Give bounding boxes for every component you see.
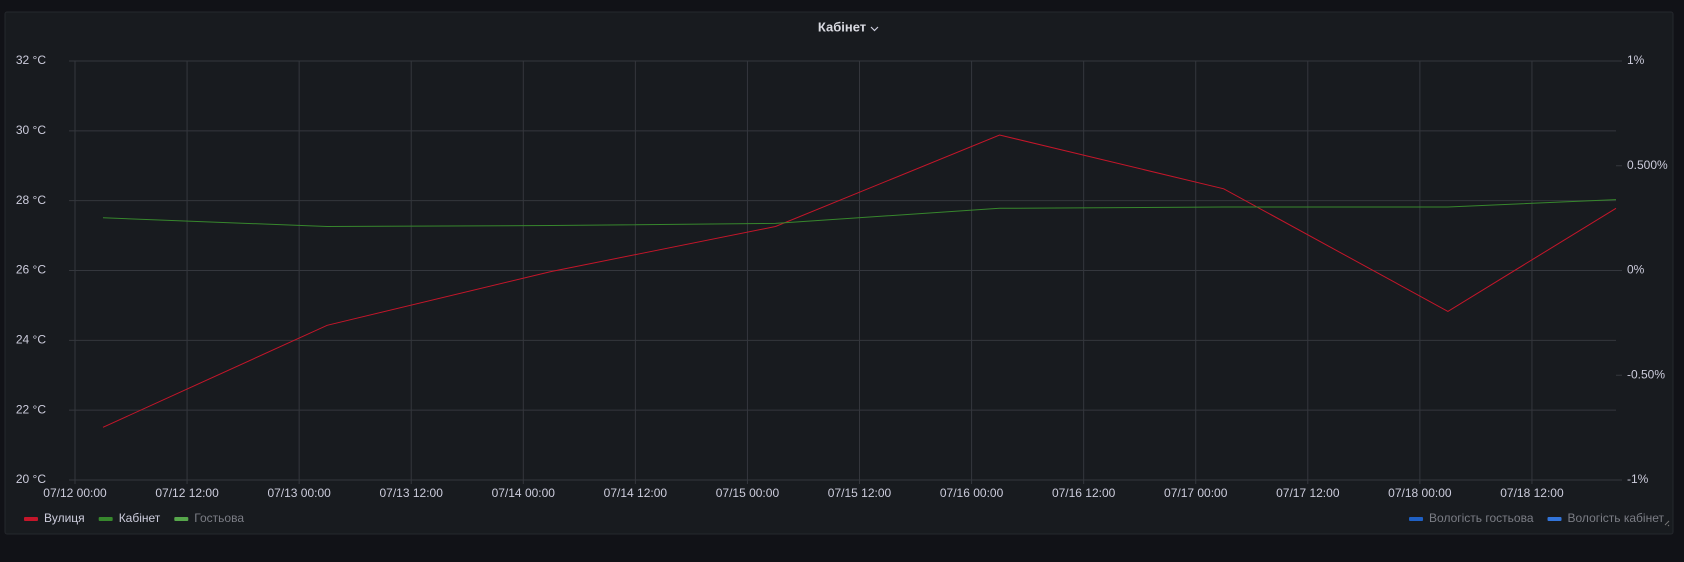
x-tick-label: 07/15 00:00 xyxy=(716,486,780,500)
legend-label[interactable]: Вологість кабінет xyxy=(1568,511,1665,525)
y-tick-label: 32 °C xyxy=(16,53,46,67)
legend-label[interactable]: Кабінет xyxy=(119,511,161,525)
y-tick-label: 26 °C xyxy=(16,263,46,277)
series-line xyxy=(102,134,1617,428)
y-tick-label: 20 °C xyxy=(16,472,46,486)
x-tick-label: 07/12 00:00 xyxy=(43,486,107,500)
series-line xyxy=(102,199,1617,228)
legend-label[interactable]: Вулиця xyxy=(44,511,85,525)
x-tick-label: 07/14 00:00 xyxy=(492,486,556,500)
legend-label[interactable]: Вологість гостьова xyxy=(1429,511,1534,525)
y-tick-label: 24 °C xyxy=(16,333,46,347)
legend-swatch[interactable] xyxy=(174,517,189,521)
x-tick-label: 07/16 12:00 xyxy=(1052,486,1116,500)
x-tick-label: 07/18 12:00 xyxy=(1500,486,1564,500)
legend-swatch[interactable] xyxy=(24,517,38,521)
y2-tick-label: -0.50% xyxy=(1627,367,1665,381)
x-tick-label: 07/16 00:00 xyxy=(940,486,1004,500)
x-tick-label: 07/13 12:00 xyxy=(380,486,444,500)
y-tick-label: 30 °C xyxy=(16,123,46,137)
y2-tick-label: 0% xyxy=(1627,263,1645,277)
legend-label[interactable]: Гостьова xyxy=(194,511,244,525)
resize-handle[interactable] xyxy=(1664,520,1670,527)
x-tick-label: 07/17 12:00 xyxy=(1276,486,1340,500)
legend-swatch[interactable] xyxy=(1409,517,1424,521)
y-tick-label: 28 °C xyxy=(16,193,46,207)
x-tick-label: 07/12 12:00 xyxy=(155,486,219,500)
y-tick-label: 22 °C xyxy=(16,402,46,416)
x-tick-label: 07/18 00:00 xyxy=(1388,486,1452,500)
y2-tick-label: 0.500% xyxy=(1627,158,1668,172)
panel xyxy=(4,11,1674,535)
y2-tick-label: -1% xyxy=(1627,472,1649,486)
chart-title[interactable]: Кабінет xyxy=(818,19,866,34)
title-chevron[interactable] xyxy=(870,26,879,32)
x-tick-label: 07/13 00:00 xyxy=(267,486,331,500)
legend-swatch[interactable] xyxy=(98,517,113,521)
legend-swatch[interactable] xyxy=(1547,517,1562,521)
x-tick-label: 07/14 12:00 xyxy=(604,486,668,500)
x-tick-label: 07/15 12:00 xyxy=(828,486,892,500)
x-tick-label: 07/17 00:00 xyxy=(1164,486,1228,500)
y2-tick-label: 1% xyxy=(1627,53,1645,67)
